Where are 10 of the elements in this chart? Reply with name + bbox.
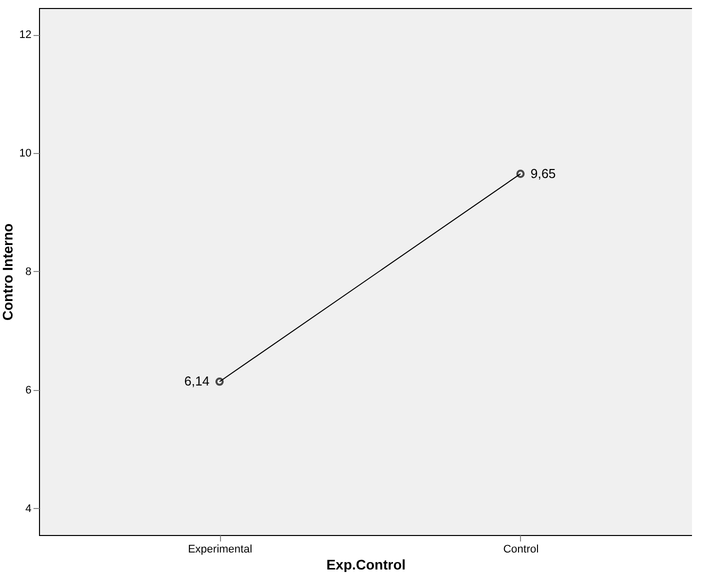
y-tick-label: 8	[25, 266, 32, 278]
y-tick-label: 10	[19, 148, 32, 160]
x-tick-label: Control	[503, 544, 539, 556]
y-tick-label: 6	[25, 384, 32, 396]
y-axis-title: Contro Interno	[0, 223, 16, 321]
y-tick-label: 12	[19, 29, 32, 42]
data-label: 9,65	[530, 166, 556, 181]
x-tick-label: Experimental	[188, 544, 252, 556]
y-tick-label: 4	[25, 502, 32, 515]
data-label: 6,14	[184, 374, 210, 389]
